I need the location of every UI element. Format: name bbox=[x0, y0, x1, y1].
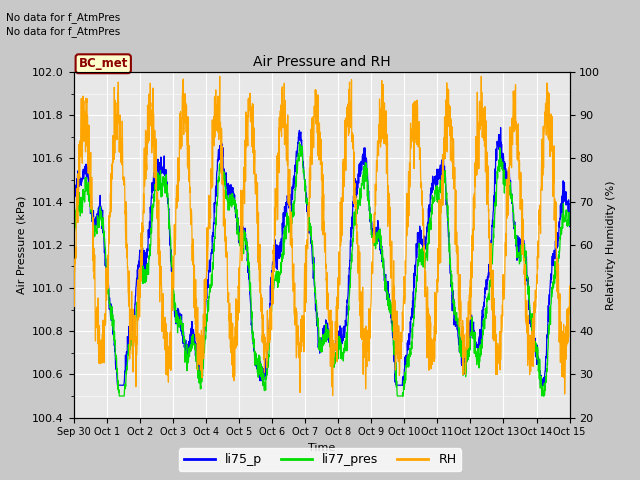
X-axis label: Time: Time bbox=[308, 443, 335, 453]
Legend: li75_p, li77_pres, RH: li75_p, li77_pres, RH bbox=[179, 448, 461, 471]
Text: BC_met: BC_met bbox=[79, 57, 128, 70]
Y-axis label: Relativity Humidity (%): Relativity Humidity (%) bbox=[606, 180, 616, 310]
Text: No data for f_AtmPres: No data for f_AtmPres bbox=[6, 12, 121, 23]
Y-axis label: Air Pressure (kPa): Air Pressure (kPa) bbox=[17, 196, 27, 294]
Text: No data for f_AtmPres: No data for f_AtmPres bbox=[6, 26, 121, 37]
Title: Air Pressure and RH: Air Pressure and RH bbox=[253, 56, 390, 70]
